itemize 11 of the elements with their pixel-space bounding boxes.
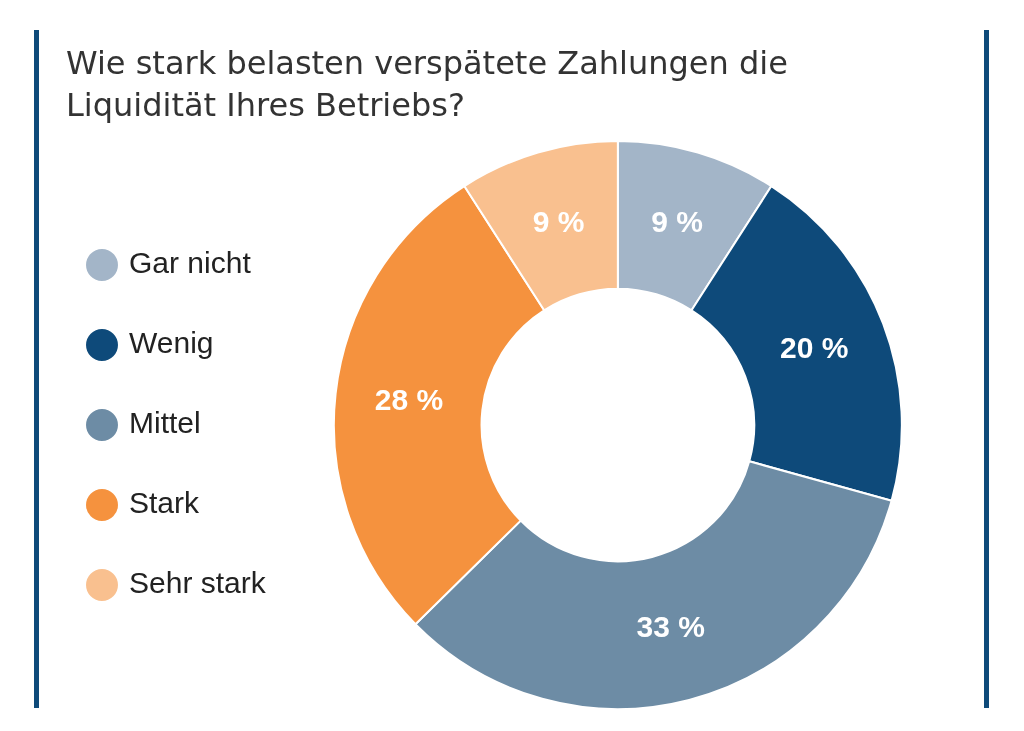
data-label: 28 % <box>374 382 444 416</box>
data-label: 33 % <box>636 609 705 643</box>
legend-label: Sehr stark <box>129 566 267 600</box>
legend-label: Gar nicht <box>129 246 252 280</box>
legend-label: Stark <box>129 486 201 520</box>
data-label: 20 % <box>779 331 849 365</box>
chart-title: Wie stark belasten verspätete Zahlungen die Liquidität Ihres Betriebs? <box>66 43 789 126</box>
data-label: 9 % <box>532 204 585 238</box>
legend-label: Wenig <box>129 326 214 360</box>
legend-label: Mittel <box>129 406 201 440</box>
data-label: 9 % <box>651 204 703 238</box>
